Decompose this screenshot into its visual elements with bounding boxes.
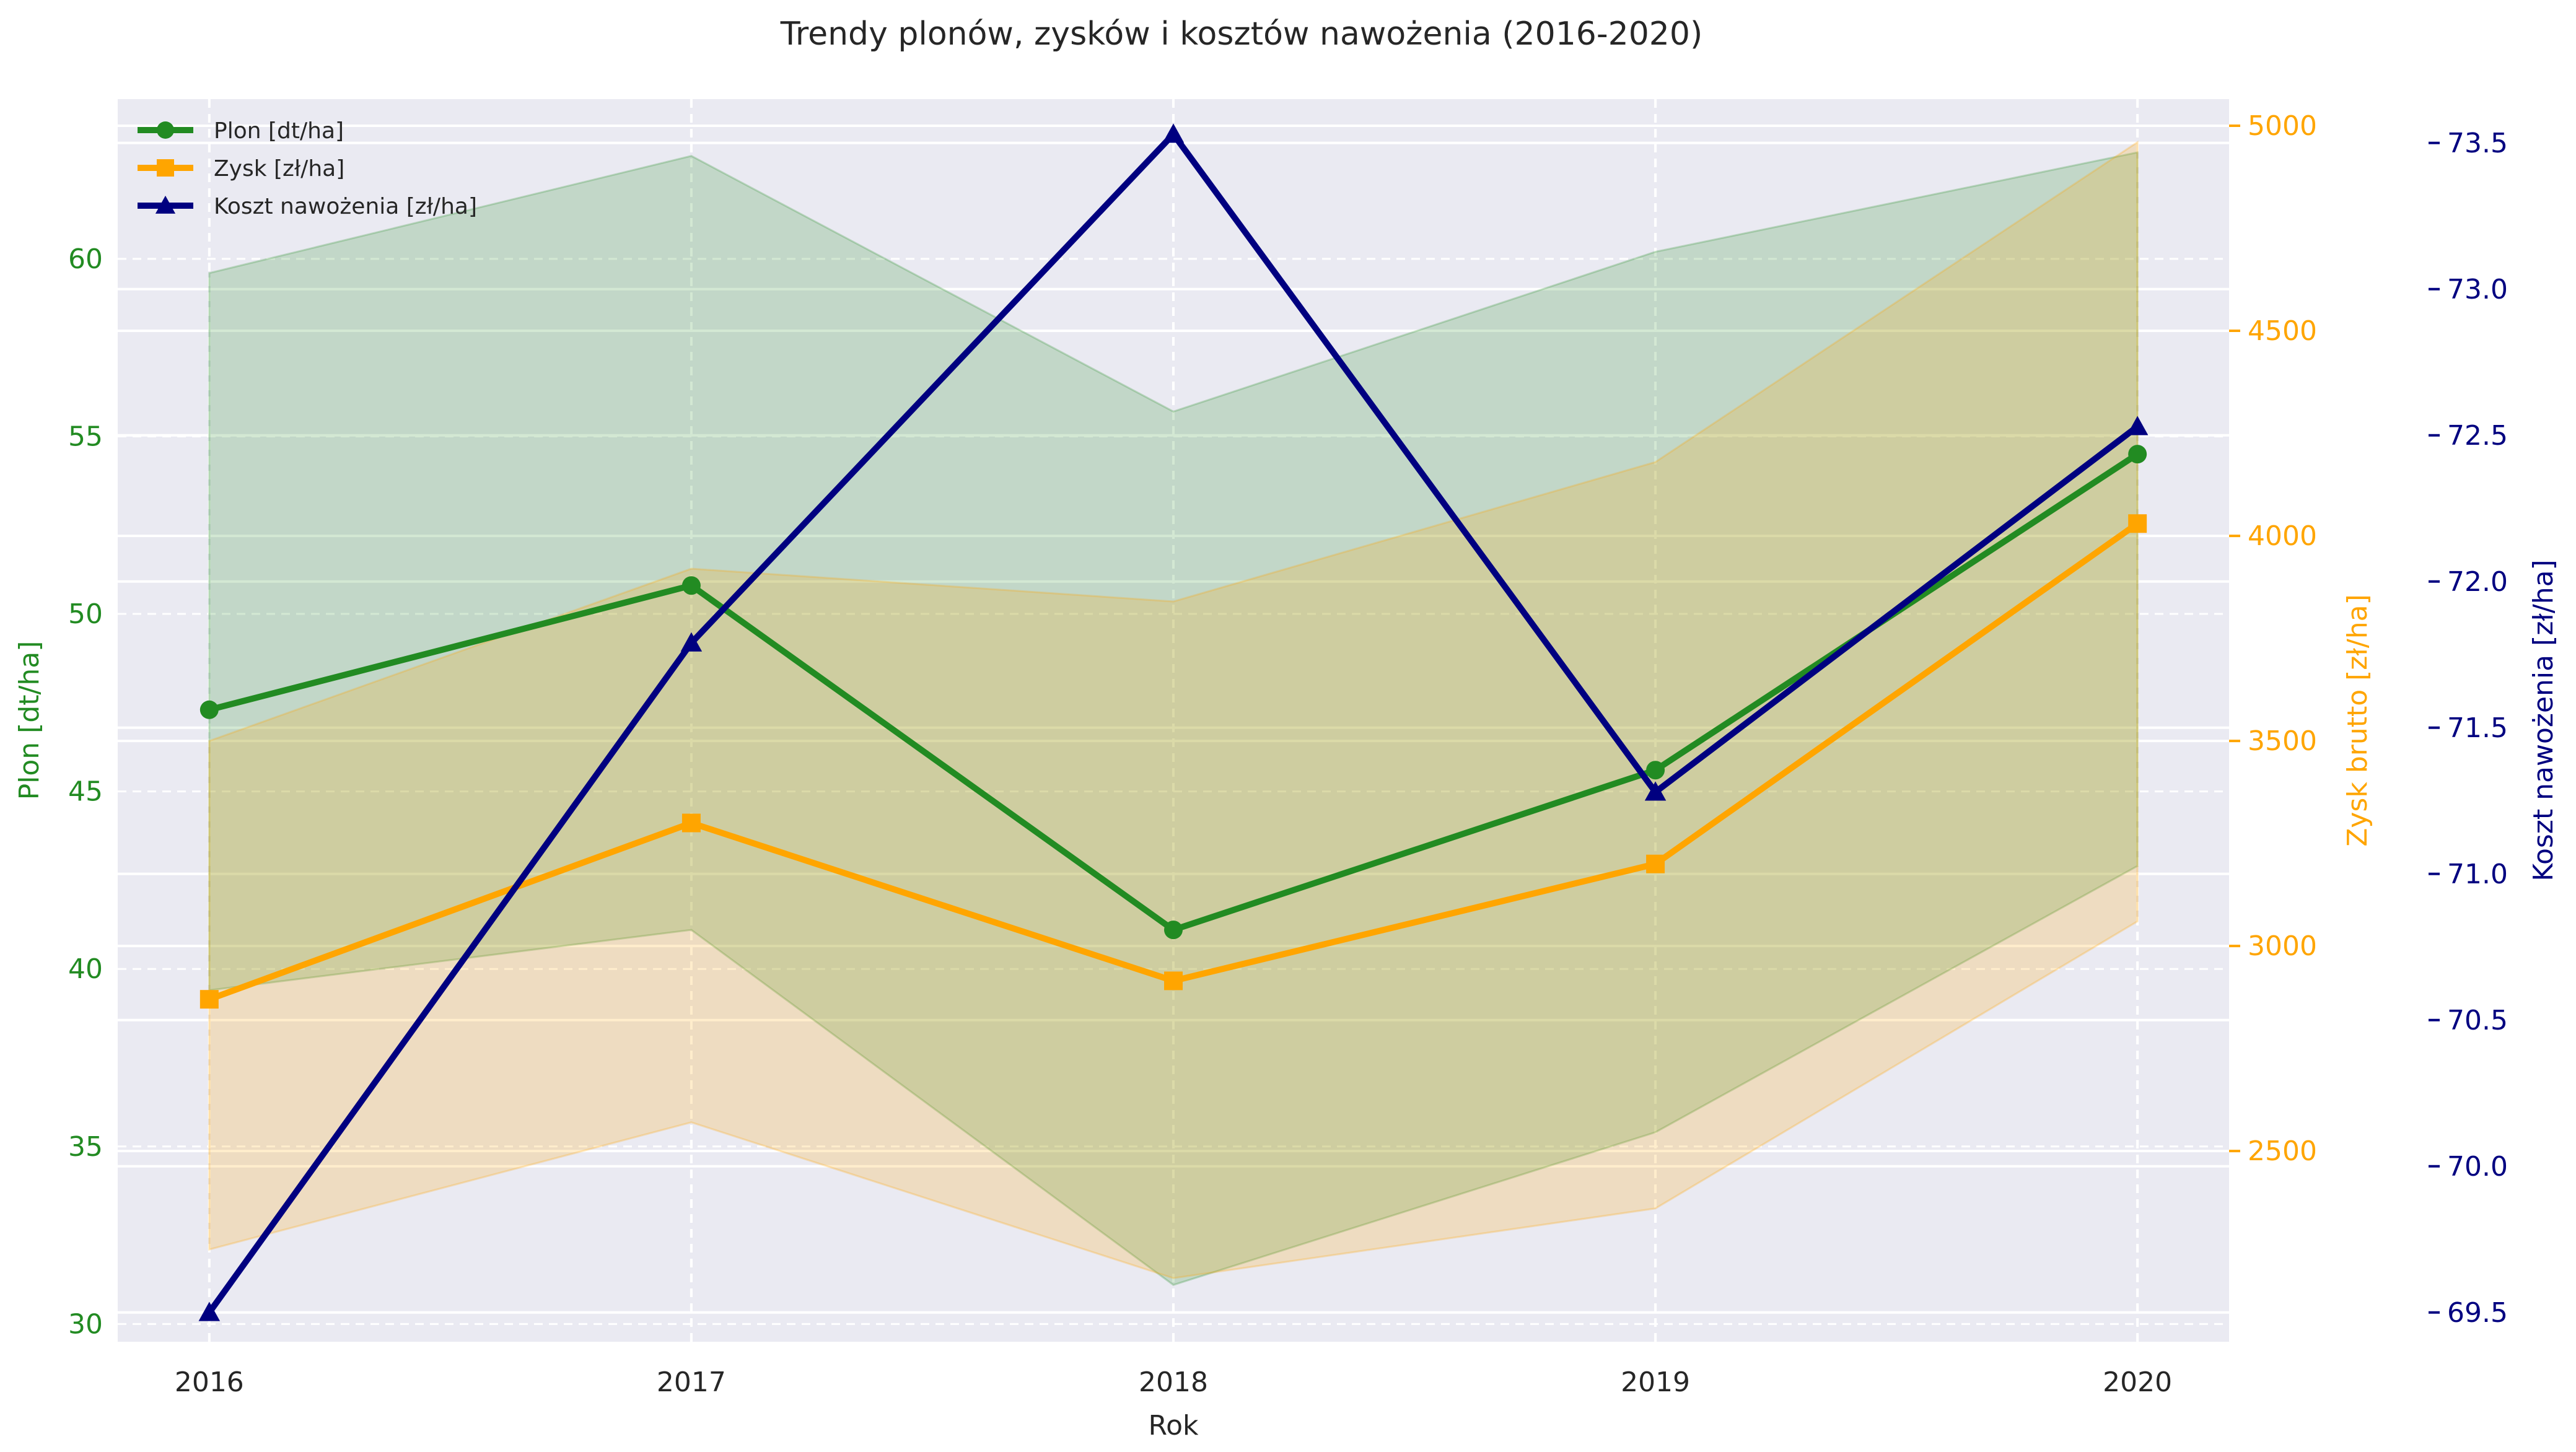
data-point-circle — [199, 700, 219, 719]
legend-marker-triangle — [155, 195, 176, 214]
x-tick-label: 2018 — [1139, 1367, 1208, 1398]
legend-label: Koszt nawożenia [zł/ha] — [214, 194, 477, 219]
legend-label: Zysk [zł/ha] — [214, 156, 344, 182]
data-point-square — [199, 990, 219, 1009]
right2-tick-label: 73.0 — [2447, 274, 2508, 305]
data-point-circle — [681, 576, 701, 595]
left-axis-label: Plon [dt/ha] — [14, 641, 45, 800]
data-point-triangle — [680, 632, 703, 652]
right2-tick-label: 71.0 — [2447, 859, 2508, 890]
x-tick-label: 2016 — [175, 1367, 244, 1398]
right2-tick-label: 72.0 — [2447, 566, 2508, 598]
right2-tick-label: 72.5 — [2447, 420, 2508, 452]
band-circle — [208, 151, 2139, 1286]
x-tick-label: 2020 — [2103, 1367, 2172, 1398]
data-point-circle — [1646, 761, 1665, 780]
x-tick-label: 2017 — [657, 1367, 726, 1398]
data-point-triangle — [1162, 123, 1185, 143]
right2-tick-label: 71.5 — [2447, 712, 2508, 744]
series-markers — [198, 123, 2149, 1321]
data-point-triangle — [1644, 781, 1667, 801]
right-axis-label-cost: Koszt nawożenia [zł/ha] — [2528, 559, 2559, 881]
right2-tick-label: 70.0 — [2447, 1151, 2508, 1183]
data-point-circle — [2128, 445, 2147, 464]
left-tick-label: 30 — [68, 1308, 103, 1340]
confidence-bands — [208, 140, 2139, 1286]
right1-tick-label: 2500 — [2248, 1135, 2317, 1167]
chart-title: Trendy plonów, zysków i kosztów nawożeni… — [780, 15, 1703, 53]
left-tick-label: 45 — [68, 776, 103, 808]
left-tick-label: 55 — [68, 421, 103, 452]
band-square — [208, 140, 2139, 1279]
legend-marker-square — [157, 159, 174, 177]
axis-ticks: 2016 2017 2018 2019 2020 30 35 40 45 50 55 60 2500 30… — [68, 110, 2508, 1398]
left-tick-label: 40 — [68, 953, 103, 985]
grid — [118, 99, 2229, 1342]
right1-tick-label: 3000 — [2248, 930, 2317, 962]
x-tick-label: 2019 — [1621, 1367, 1690, 1398]
data-point-triangle — [198, 1301, 221, 1321]
data-point-square — [1164, 971, 1183, 991]
right-axis-label-profit: Zysk brutto [zł/ha] — [2342, 594, 2373, 847]
right1-tick-label: 3500 — [2248, 725, 2317, 757]
right1-tick-label: 4000 — [2248, 520, 2317, 552]
legend-label: Plon [dt/ha] — [214, 118, 344, 144]
plot-area — [118, 99, 2229, 1342]
data-point-circle — [1164, 921, 1183, 940]
right1-tick-label: 5000 — [2248, 110, 2317, 142]
left-tick-label: 60 — [68, 243, 103, 275]
left-tick-label: 50 — [68, 598, 103, 630]
data-point-square — [681, 813, 701, 833]
data-point-triangle — [2126, 416, 2149, 435]
x-axis-label: Rok — [1149, 1410, 1199, 1441]
legend: Plon [dt/ha] Zysk [zł/ha] Koszt nawożenia … — [138, 118, 477, 219]
right2-tick-label: 70.5 — [2447, 1005, 2508, 1036]
right1-tick-label: 4500 — [2248, 315, 2317, 347]
right2-tick-label: 73.5 — [2447, 128, 2508, 159]
data-point-square — [2128, 514, 2147, 533]
data-point-square — [1646, 854, 1665, 873]
right2-tick-label: 69.5 — [2447, 1297, 2508, 1329]
left-tick-label: 35 — [68, 1131, 103, 1163]
legend-marker-circle — [157, 121, 174, 139]
